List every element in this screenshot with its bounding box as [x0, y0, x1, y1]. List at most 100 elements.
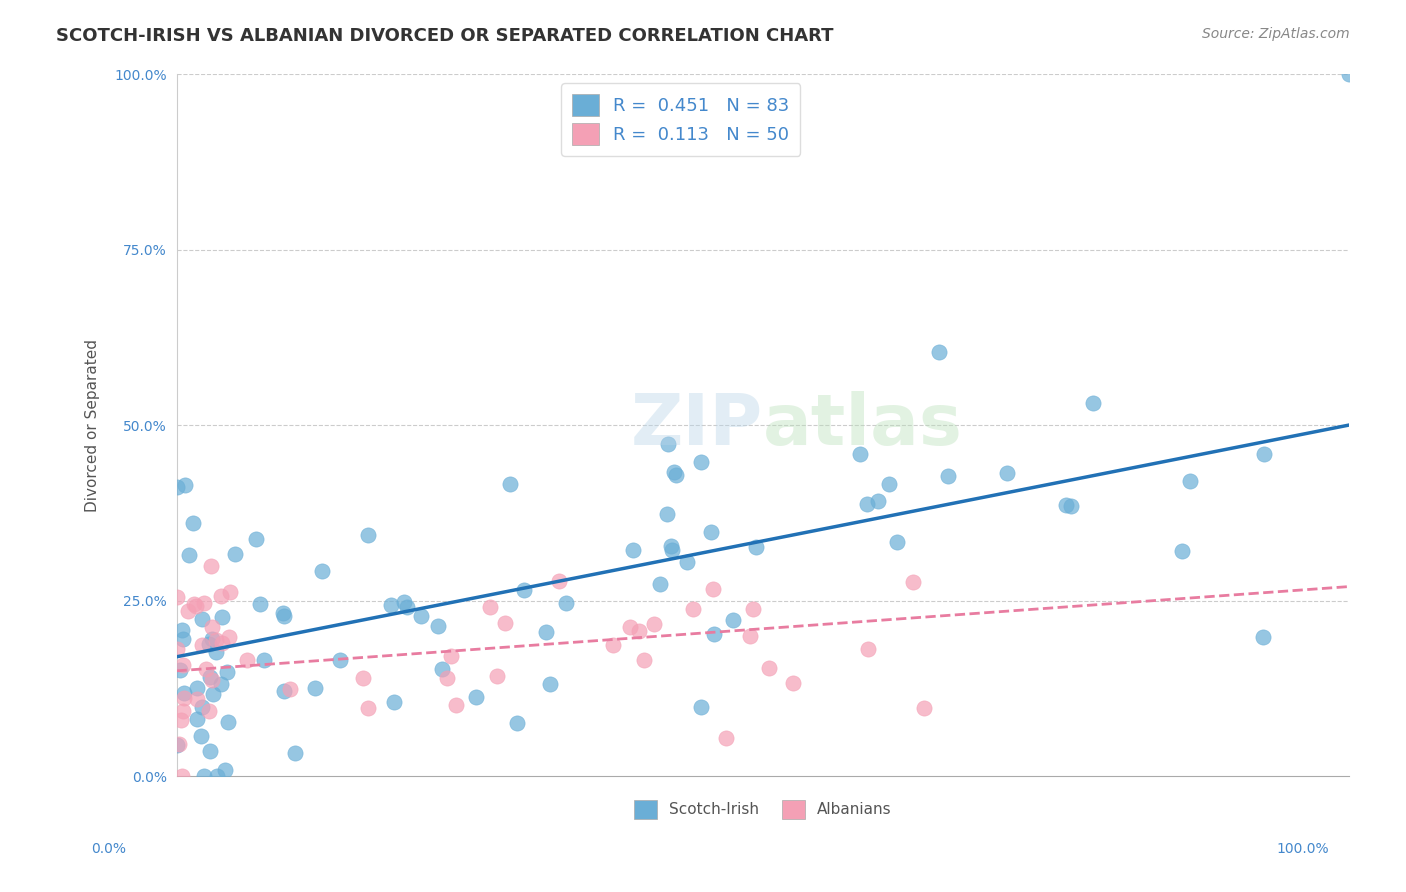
Scotch-Irish [499, 476, 522, 491]
Albanians [782, 676, 804, 690]
Scotch-Irish [1171, 544, 1194, 558]
Scotch-Irish [849, 447, 872, 461]
Albanians [901, 574, 924, 589]
Scotch-Irish [174, 478, 197, 492]
Scotch-Irish [665, 467, 688, 482]
Albanians [494, 616, 516, 631]
Scotch-Irish [202, 687, 225, 701]
Scotch-Irish [198, 637, 221, 651]
Scotch-Irish [513, 582, 536, 597]
Scotch-Irish [690, 455, 713, 469]
Scotch-Irish [273, 609, 295, 624]
Albanians [211, 636, 233, 650]
Scotch-Irish [245, 532, 267, 546]
Scotch-Irish [395, 600, 418, 615]
Scotch-Irish [200, 744, 222, 758]
Scotch-Irish [700, 524, 723, 539]
Scotch-Irish [205, 769, 228, 783]
Scotch-Irish [928, 345, 950, 359]
Scotch-Irish [190, 729, 212, 743]
Scotch-Irish [201, 632, 224, 646]
Scotch-Irish [172, 632, 194, 646]
Albanians [602, 638, 624, 652]
Scotch-Irish [191, 612, 214, 626]
Scotch-Irish [284, 746, 307, 760]
Scotch-Irish [426, 619, 449, 633]
Scotch-Irish [214, 763, 236, 777]
Albanians [714, 731, 737, 745]
Albanians [643, 617, 665, 632]
Albanians [478, 600, 501, 615]
Albanians [619, 619, 641, 633]
Scotch-Irish [506, 715, 529, 730]
Text: SCOTCH-IRISH VS ALBANIAN DIVORCED OR SEPARATED CORRELATION CHART: SCOTCH-IRISH VS ALBANIAN DIVORCED OR SEP… [56, 27, 834, 45]
Albanians [173, 690, 195, 705]
Scotch-Irish [676, 555, 699, 569]
Albanians [184, 599, 207, 613]
Albanians [170, 769, 193, 783]
Albanians [176, 604, 198, 618]
Scotch-Irish [886, 535, 908, 549]
Scotch-Irish [191, 700, 214, 714]
Scotch-Irish [409, 608, 432, 623]
Scotch-Irish [186, 681, 208, 696]
Scotch-Irish [1081, 395, 1104, 409]
Albanians [548, 574, 571, 589]
Albanians [209, 589, 232, 603]
Text: ZIP: ZIP [630, 391, 762, 459]
Scotch-Irish [648, 577, 671, 591]
Scotch-Irish [357, 528, 380, 542]
Legend: Scotch-Irish, Albanians: Scotch-Irish, Albanians [627, 794, 897, 825]
Scotch-Irish [936, 469, 959, 483]
Scotch-Irish [166, 738, 188, 752]
Albanians [183, 597, 205, 611]
Albanians [200, 673, 222, 687]
Scotch-Irish [166, 480, 188, 494]
Albanians [201, 620, 224, 634]
Scotch-Irish [253, 652, 276, 666]
Albanians [912, 701, 935, 715]
Scotch-Irish [181, 516, 204, 531]
Albanians [436, 671, 458, 685]
Scotch-Irish [198, 670, 221, 684]
Scotch-Irish [169, 664, 191, 678]
Scotch-Irish [329, 653, 352, 667]
Scotch-Irish [432, 662, 454, 676]
Albanians [235, 653, 257, 667]
Scotch-Irish [703, 626, 725, 640]
Text: 0.0%: 0.0% [91, 842, 127, 856]
Albanians [856, 642, 879, 657]
Scotch-Irish [211, 609, 233, 624]
Albanians [353, 671, 375, 685]
Scotch-Irish [186, 712, 208, 726]
Albanians [190, 639, 212, 653]
Scotch-Irish [554, 596, 576, 610]
Albanians [172, 704, 194, 718]
Albanians [742, 602, 765, 616]
Scotch-Irish [273, 684, 295, 698]
Scotch-Irish [877, 476, 900, 491]
Y-axis label: Divorced or Separated: Divorced or Separated [86, 339, 100, 512]
Scotch-Irish [659, 540, 682, 554]
Albanians [193, 596, 215, 610]
Scotch-Irish [173, 686, 195, 700]
Scotch-Irish [464, 690, 486, 705]
Albanians [198, 704, 221, 718]
Albanians [186, 692, 208, 706]
Scotch-Irish [657, 508, 679, 522]
Albanians [280, 682, 302, 697]
Scotch-Irish [723, 613, 745, 627]
Scotch-Irish [249, 598, 271, 612]
Scotch-Irish [311, 564, 333, 578]
Albanians [166, 642, 188, 657]
Scotch-Irish [536, 624, 558, 639]
Scotch-Irish [538, 677, 561, 691]
Scotch-Irish [1253, 447, 1275, 461]
Scotch-Irish [392, 595, 415, 609]
Scotch-Irish [1054, 498, 1077, 512]
Scotch-Irish [995, 466, 1018, 480]
Albanians [166, 590, 188, 604]
Scotch-Irish [193, 769, 215, 783]
Scotch-Irish [690, 700, 713, 714]
Albanians [170, 713, 193, 727]
